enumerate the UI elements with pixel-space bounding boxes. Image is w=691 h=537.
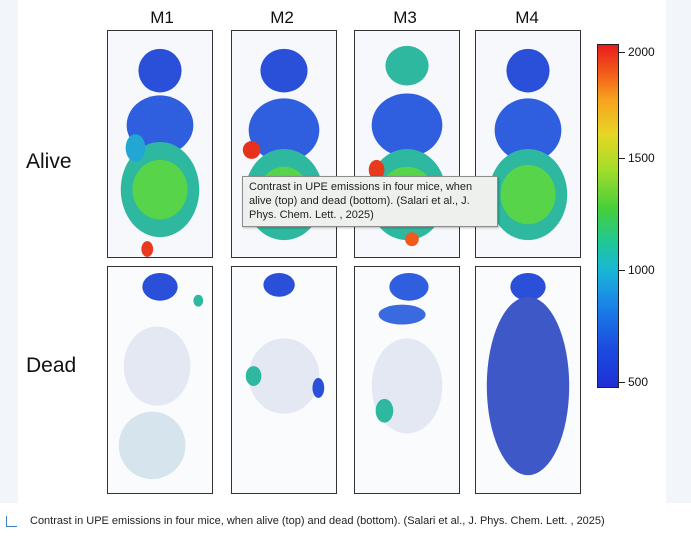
figure-frame bbox=[0, 0, 691, 503]
colorbar bbox=[597, 44, 619, 388]
colorbar-tick-1500 bbox=[619, 158, 625, 159]
colorbar-tick-500 bbox=[619, 382, 625, 383]
colorbar-tick-1000 bbox=[619, 270, 625, 271]
column-label-m3: M3 bbox=[393, 8, 417, 27]
image-tooltip: Contrast in UPE emissions in four mice, … bbox=[242, 176, 498, 227]
panel-dead-m4 bbox=[475, 266, 581, 494]
row-label-alive: Alive bbox=[26, 150, 72, 173]
colorbar-label-1000: 1000 bbox=[628, 263, 655, 277]
colorbar-tick-2000 bbox=[619, 52, 625, 53]
column-label-m4: M4 bbox=[515, 8, 539, 27]
column-label-m2: M2 bbox=[270, 8, 294, 27]
column-label-m1: M1 bbox=[150, 8, 174, 27]
panel-alive-m1 bbox=[107, 30, 213, 258]
panel-dead-m2 bbox=[231, 266, 337, 494]
caption: Contrast in UPE emissions in four mice, … bbox=[0, 514, 691, 534]
panel-dead-m3 bbox=[354, 266, 460, 494]
caption-corner-icon bbox=[6, 516, 17, 527]
row-label-dead: Dead bbox=[26, 354, 77, 377]
colorbar-label-2000: 2000 bbox=[628, 45, 655, 59]
caption-text: Contrast in UPE emissions in four mice, … bbox=[30, 515, 605, 527]
colorbar-label-1500: 1500 bbox=[628, 151, 655, 165]
panel-dead-m1 bbox=[107, 266, 213, 494]
colorbar-label-500: 500 bbox=[628, 375, 649, 389]
